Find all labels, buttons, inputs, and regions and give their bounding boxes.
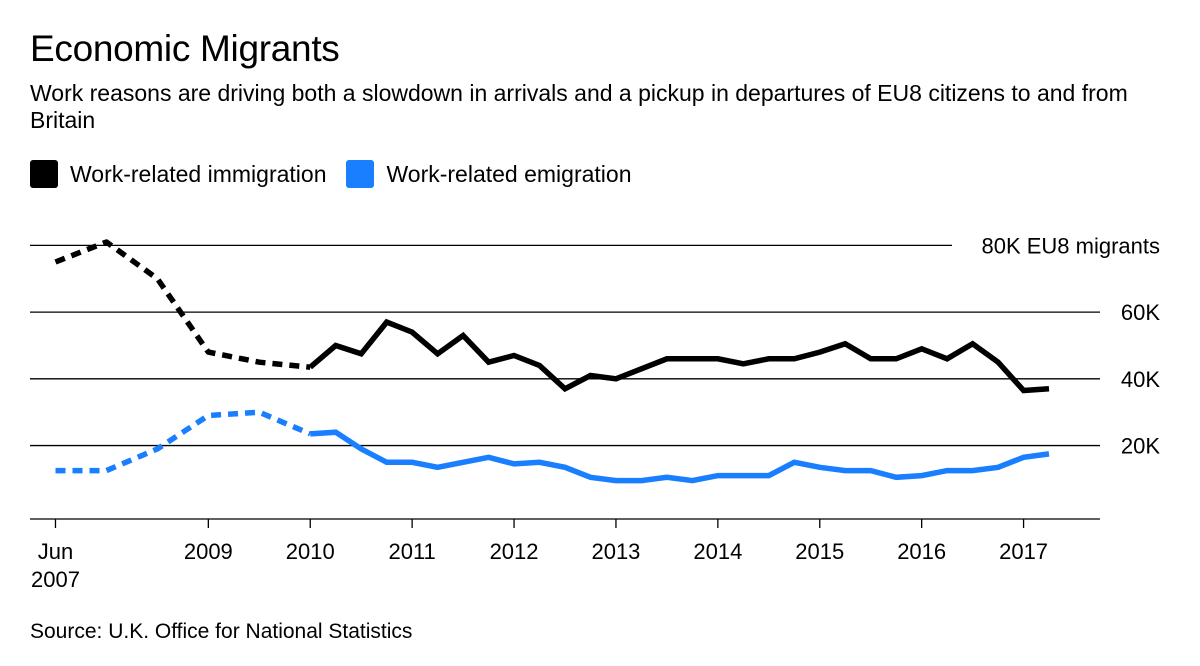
x-tick-label: 2015 [795, 539, 844, 564]
x-tick-label: Jun [38, 539, 73, 564]
series-line-emigration [310, 429, 1050, 484]
x-tick-label: 2014 [693, 539, 742, 564]
y-tick-label: 80K EU8 migrants [981, 233, 1160, 258]
x-tick-label: 2011 [388, 539, 435, 564]
y-tick-label: 20K [1121, 434, 1160, 459]
y-tick-label: 60K [1121, 300, 1160, 325]
x-tick-label: 2010 [286, 539, 335, 564]
source-note: Source: U.K. Office for National Statist… [30, 620, 413, 643]
chart-subtitle: Work reasons are driving both a slowdown… [30, 80, 1128, 133]
series-line-immigration [308, 318, 1050, 394]
x-tick-label: 2013 [591, 539, 640, 564]
legend-item-immigration: Work-related immigration [30, 160, 326, 188]
x-tick-label: 2012 [490, 539, 539, 564]
legend: Work-related immigration Work-related em… [30, 158, 652, 190]
legend-swatch-immigration [30, 160, 58, 188]
x-tick-label: 2017 [999, 539, 1048, 564]
y-tick-label: 40K [1121, 367, 1160, 392]
x-tick-label: 2009 [184, 539, 233, 564]
legend-label-immigration: Work-related immigration [70, 160, 327, 187]
x-tick-label-year: 2007 [31, 567, 80, 592]
series-line-emigration-estimated [55, 409, 312, 474]
chart-title: Economic Migrants [30, 28, 340, 69]
x-tick-label: 2016 [897, 539, 946, 564]
series-line-immigration-estimated [54, 239, 311, 370]
legend-item-emigration: Work-related emigration [346, 160, 632, 188]
legend-swatch-emigration [346, 160, 375, 188]
legend-label-emigration: Work-related emigration [386, 160, 632, 187]
